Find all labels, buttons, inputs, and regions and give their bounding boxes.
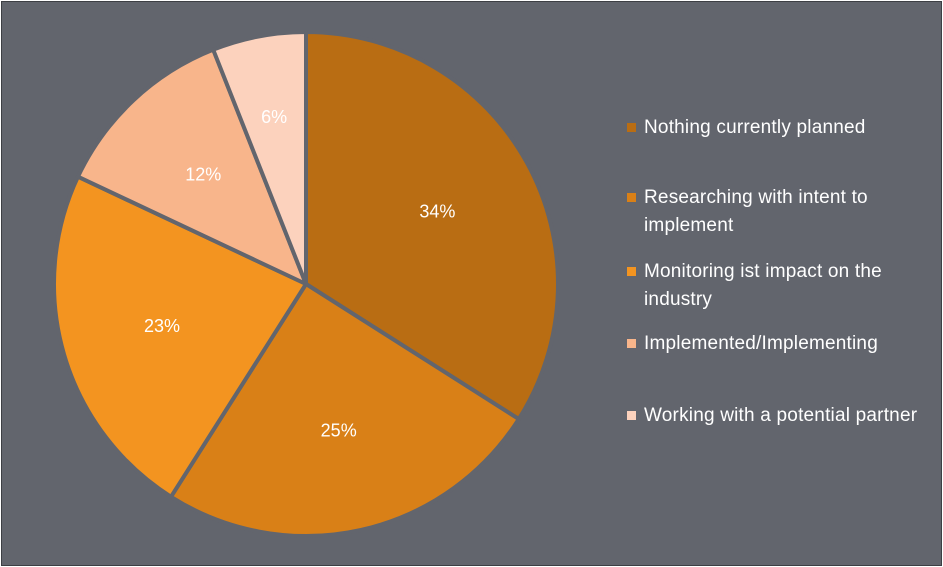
pie-slice-label-3: 23% xyxy=(144,316,180,336)
legend: Nothing currently planned Researching wit… xyxy=(624,2,934,565)
legend-label-5: Working with a potential partner xyxy=(644,405,918,426)
legend-swatch-3 xyxy=(627,267,636,276)
pie-slice-2 xyxy=(168,282,521,538)
pie-slice-label-4: 12% xyxy=(185,165,221,185)
legend-label-2: Researching with intent to implement xyxy=(644,187,868,236)
pie-slices xyxy=(52,30,560,538)
pie-slice-label-1: 34% xyxy=(419,202,455,222)
pie-slice-5 xyxy=(211,30,308,286)
legend-label-1: Nothing currently planned xyxy=(644,117,866,138)
pie-slice-3 xyxy=(52,174,308,499)
legend-swatch-2 xyxy=(627,193,636,202)
legend-swatch-5 xyxy=(627,411,636,420)
legend-label-3: Monitoring ist impact on the industry xyxy=(644,261,882,310)
pie-slice-labels: 34% 25% 23% 12% 6% xyxy=(144,107,455,440)
pie-slice-label-5: 6% xyxy=(261,107,287,127)
legend-swatch-1 xyxy=(627,123,636,132)
legend-swatch-4 xyxy=(627,339,636,348)
legend-label-4: Implemented/Implementing xyxy=(644,333,878,354)
pie-slice-label-2: 25% xyxy=(321,420,357,440)
pie-slice-4 xyxy=(75,47,308,286)
